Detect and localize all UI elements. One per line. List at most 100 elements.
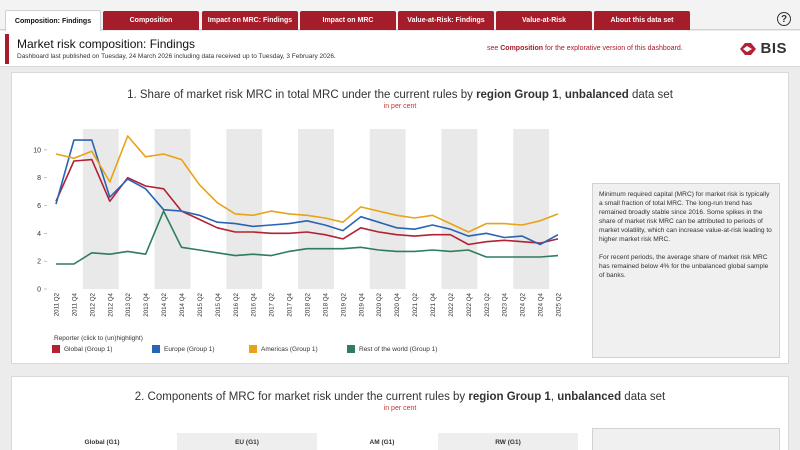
header-accent-bar — [5, 34, 9, 64]
x-tick-label: 2024 Q4 — [538, 292, 545, 316]
commentary-paragraph: For recent periods, the average share of… — [599, 253, 769, 279]
chart2-title-dataset: unbalanced — [557, 391, 622, 403]
bis-logo-text: BIS — [760, 40, 787, 57]
x-tick-label: 2014 Q4 — [179, 292, 186, 316]
see-suffix: for the explorative version of this dash… — [543, 45, 683, 52]
x-tick-label: 2016 Q4 — [251, 292, 258, 316]
year-band — [154, 129, 191, 289]
x-tick-label: 2017 Q2 — [269, 292, 276, 316]
bis-logo: BIS — [739, 40, 787, 57]
x-tick-label: 2019 Q2 — [340, 292, 347, 316]
x-tick-label: 2017 Q4 — [287, 292, 294, 316]
legend-swatch-europe — [152, 345, 160, 353]
chart2-commentary — [592, 428, 780, 450]
legend-label-rest-of-world: Rest of the world (Group 1) — [359, 345, 438, 353]
x-tick-label: 2023 Q4 — [502, 292, 509, 316]
x-tick-label: 2015 Q2 — [197, 292, 204, 316]
chart2-title-suffix: data set — [621, 391, 666, 403]
column-header-global: Global (G1) — [84, 438, 120, 446]
legend-label-europe: Europe (Group 1) — [164, 345, 215, 353]
tab-impact-on-mrc[interactable]: Impact on MRC — [300, 11, 396, 30]
legend-item-global[interactable]: Global (Group 1) — [52, 345, 112, 353]
legend-swatch-global — [52, 345, 60, 353]
x-tick-label: 2012 Q2 — [89, 292, 96, 316]
publish-info: Dashboard last published on Tuesday, 24 … — [17, 53, 336, 60]
y-tick-label: 0 — [37, 287, 41, 294]
tab-value-at-risk-findings[interactable]: Value-at-Risk: Findings — [398, 11, 494, 30]
y-tick-label: 2 — [37, 259, 41, 266]
composition-link[interactable]: Composition — [500, 45, 544, 52]
series-line-2 — [55, 135, 559, 233]
chart1-title-sep: , — [558, 89, 565, 101]
chart2-title-region: region Group 1 — [468, 391, 551, 403]
chart1-plot: 0 2 4 6 8 10 2011 Q2 2011 Q4 2012 Q2 2012 Q4 2013 … — [33, 129, 563, 317]
chart1-title-suffix: data set — [628, 89, 673, 101]
column-header-rw: RW (G1) — [438, 433, 578, 450]
y-tick-label: 10 — [33, 147, 41, 154]
x-tick-label: 2013 Q4 — [143, 292, 150, 316]
chart2-title-prefix: 2. Components of MRC for market risk und… — [134, 391, 469, 403]
x-tick-label: 2011 Q4 — [71, 292, 78, 316]
series-line-3 — [56, 210, 559, 265]
help-icon[interactable]: ? — [777, 12, 791, 26]
year-band — [82, 129, 119, 289]
page-header: Market risk composition: Findings Dashbo… — [0, 31, 800, 67]
chart1-unit: in per cent — [383, 103, 417, 110]
chart1-title-region: region Group 1 — [476, 89, 559, 101]
x-tick-label: 2011 Q2 — [53, 292, 60, 316]
chart1-panel: 1. Share of market risk MRC in total MRC… — [11, 72, 789, 364]
tab-bar: Composition: Findings Composition Impact… — [0, 0, 800, 31]
x-tick-label: 2021 Q2 — [412, 292, 419, 316]
tab-composition[interactable]: Composition — [103, 11, 199, 30]
legend-label-global: Global (Group 1) — [64, 345, 113, 353]
y-tick-label: 4 — [37, 231, 41, 238]
column-header-am: AM (G1) — [369, 438, 395, 446]
page-title: Market risk composition: Findings — [17, 37, 196, 51]
x-tick-label: 2022 Q4 — [466, 292, 473, 316]
x-tick-label: 2013 Q2 — [125, 292, 132, 316]
legend-item-americas[interactable]: Americas (Group 1) — [249, 345, 318, 353]
x-tick-label: 2018 Q2 — [305, 292, 312, 316]
chart1-commentary: Minimum required capital (MRC) for marke… — [592, 183, 780, 358]
year-band — [298, 129, 334, 289]
chart2-title: 2. Components of MRC for market risk und… — [12, 391, 788, 403]
tab-impact-on-mrc-findings[interactable]: Impact on MRC: Findings — [202, 11, 298, 30]
tab-value-at-risk[interactable]: Value-at-Risk — [496, 11, 592, 30]
x-tick-label: 2021 Q4 — [430, 292, 437, 316]
composition-link-text: see Composition for the explorative vers… — [487, 45, 683, 52]
chart1-title-dataset: unbalanced — [564, 89, 629, 101]
legend-item-rest-of-world[interactable]: Rest of the world (Group 1) — [347, 345, 437, 353]
y-tick-label: 8 — [37, 175, 41, 182]
legend-swatch-americas — [249, 345, 257, 353]
tab-about-data-set[interactable]: About this data set — [594, 11, 690, 30]
chart2-panel: 2. Components of MRC for market risk und… — [11, 376, 789, 450]
tab-composition-findings[interactable]: Composition: Findings — [5, 10, 101, 31]
chart1-title: 1. Share of market risk MRC in total MRC… — [12, 89, 788, 101]
see-prefix: see — [487, 45, 501, 52]
x-tick-label: 2025 Q2 — [556, 292, 563, 316]
chart2-unit: in per cent — [383, 405, 417, 412]
column-header-eu: EU (G1) — [177, 433, 317, 450]
x-tick-label: 2016 Q2 — [233, 292, 240, 316]
year-band — [513, 129, 550, 289]
x-tick-label: 2024 Q2 — [520, 292, 527, 316]
x-tick-label: 2019 Q4 — [358, 292, 365, 316]
x-tick-label: 2020 Q4 — [394, 292, 401, 316]
year-band — [226, 129, 263, 289]
chart1-legend: Global (Group 1) Europe (Group 1) Americ… — [52, 345, 552, 355]
legend-title: Reporter (click to (un)highlight) — [54, 335, 143, 342]
legend-label-americas: Americas (Group 1) — [261, 345, 318, 353]
x-tick-label: 2023 Q2 — [484, 292, 491, 316]
series-line-1 — [55, 139, 559, 246]
commentary-paragraph: Minimum required capital (MRC) for marke… — [599, 191, 772, 244]
legend-swatch-rest-of-world — [347, 345, 355, 353]
year-band — [369, 129, 406, 289]
x-tick-label: 2014 Q2 — [161, 292, 168, 316]
x-tick-label: 2012 Q4 — [107, 292, 114, 316]
chart1-title-prefix: 1. Share of market risk MRC in total MRC… — [127, 89, 477, 101]
legend-item-europe[interactable]: Europe (Group 1) — [152, 345, 215, 353]
x-tick-label: 2020 Q2 — [376, 292, 383, 316]
x-tick-label: 2022 Q2 — [448, 292, 455, 316]
series-line-0 — [55, 158, 559, 246]
x-tick-label: 2015 Q4 — [215, 292, 222, 316]
